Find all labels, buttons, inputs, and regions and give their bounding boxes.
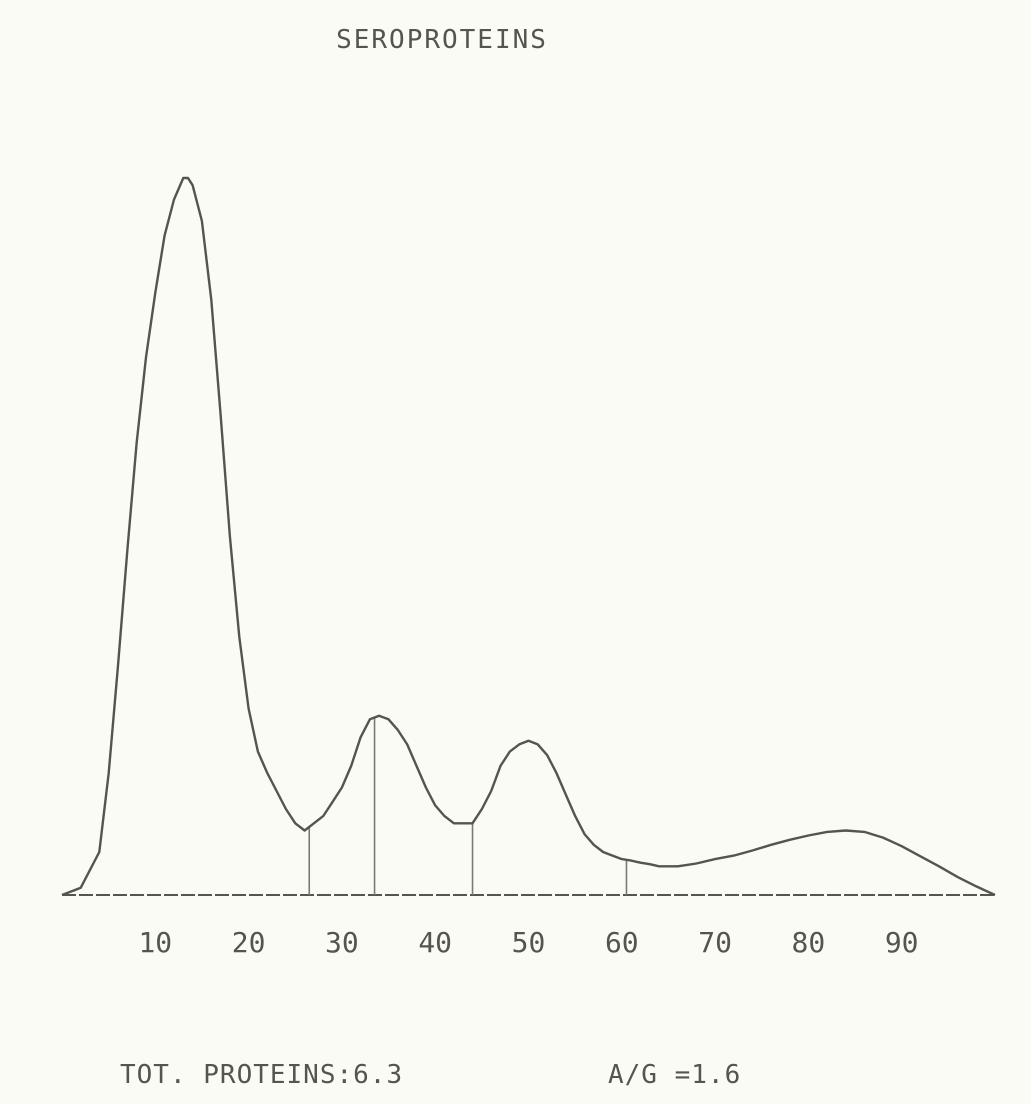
x-tick-label: 90 [885, 926, 919, 959]
x-tick-label: 30 [325, 926, 359, 959]
chart-title: SEROPROTEINS [336, 25, 548, 55]
x-tick-label: 20 [232, 926, 266, 959]
total-proteins-label: TOT. PROTEINS:6.3 [120, 1060, 403, 1090]
x-tick-label: 10 [138, 926, 172, 959]
x-tick-label: 40 [418, 926, 452, 959]
fraction-dividers [308, 717, 628, 895]
ag-ratio-label: A/G =1.6 [608, 1060, 741, 1090]
x-tick-labels: 10 20 30 40 50 60 70 80 90 [138, 926, 918, 959]
x-tick-label: 70 [698, 926, 732, 959]
x-tick-label: 50 [512, 926, 546, 959]
x-tick-label: 60 [605, 926, 639, 959]
x-tick-label: 80 [792, 926, 826, 959]
protein-curve [61, 176, 996, 897]
